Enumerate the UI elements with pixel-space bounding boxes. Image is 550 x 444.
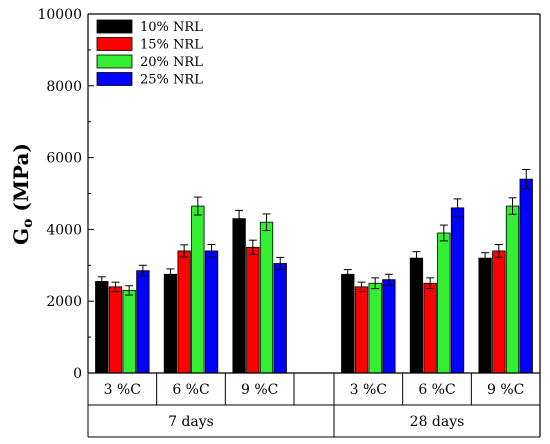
bar xyxy=(423,282,437,374)
bar xyxy=(273,263,287,374)
legend-swatch xyxy=(96,72,133,86)
legend-swatch xyxy=(96,37,133,51)
x-category-label: 6 %C xyxy=(418,382,455,398)
bar xyxy=(259,221,274,374)
bar xyxy=(505,205,520,374)
x-axis-table: 3 %C 6 %C 9 %C 3 %C 6 %C 9 %C 7 days 28 days xyxy=(87,372,540,438)
x-category-label: 9 %C xyxy=(241,382,278,398)
bar xyxy=(163,273,178,374)
bar xyxy=(136,270,150,374)
bar xyxy=(519,178,533,374)
x-category-label: 9 %C xyxy=(487,382,524,398)
y-tick-label: 8000 xyxy=(46,79,82,95)
bar xyxy=(450,207,465,374)
x-category-label: 3 %C xyxy=(350,382,387,398)
y-tick-label: 0 xyxy=(73,366,82,382)
x-group-label: 28 days xyxy=(410,414,465,430)
x-category-label: 6 %C xyxy=(172,382,209,398)
legend-label: 10% NRL xyxy=(140,20,203,35)
legend-label: 15% NRL xyxy=(140,38,203,53)
bar xyxy=(354,286,369,374)
y-tick-label: 2000 xyxy=(46,294,82,310)
legend: 10% NRL 15% NRL 20% NRL 25% NRL xyxy=(96,19,203,88)
legend-label: 20% NRL xyxy=(140,55,203,70)
bar xyxy=(95,281,109,374)
error-bars xyxy=(97,168,531,296)
bar xyxy=(122,290,136,374)
y-tick-label: 6000 xyxy=(46,151,82,167)
y-tick-label: 4000 xyxy=(46,222,82,238)
bar xyxy=(191,205,205,374)
y-axis: 0 2000 4000 6000 8000 10000 xyxy=(37,7,541,437)
bar xyxy=(409,257,424,374)
bar xyxy=(382,279,396,374)
y-axis-label-unit: (MPa) xyxy=(9,143,33,219)
bar xyxy=(246,246,260,374)
bar xyxy=(478,257,492,374)
bar xyxy=(108,286,123,374)
legend-swatch xyxy=(96,19,133,34)
bar xyxy=(341,273,355,374)
x-group-label: 7 days xyxy=(168,414,214,430)
x-category-label: 3 %C xyxy=(104,382,141,398)
bars xyxy=(95,178,533,374)
y-tick-label: 10000 xyxy=(37,7,82,23)
y-axis-label-subscript: o xyxy=(20,219,36,228)
bar xyxy=(204,250,219,374)
bar xyxy=(232,218,246,374)
bar xyxy=(368,282,382,374)
y-axis-label: Go (MPa) xyxy=(9,143,36,245)
y-axis-label-main: G xyxy=(9,228,33,245)
bar xyxy=(492,250,506,374)
bar xyxy=(177,250,191,374)
legend-label: 25% NRL xyxy=(140,73,203,88)
bar xyxy=(437,232,451,374)
legend-swatch xyxy=(96,54,133,69)
